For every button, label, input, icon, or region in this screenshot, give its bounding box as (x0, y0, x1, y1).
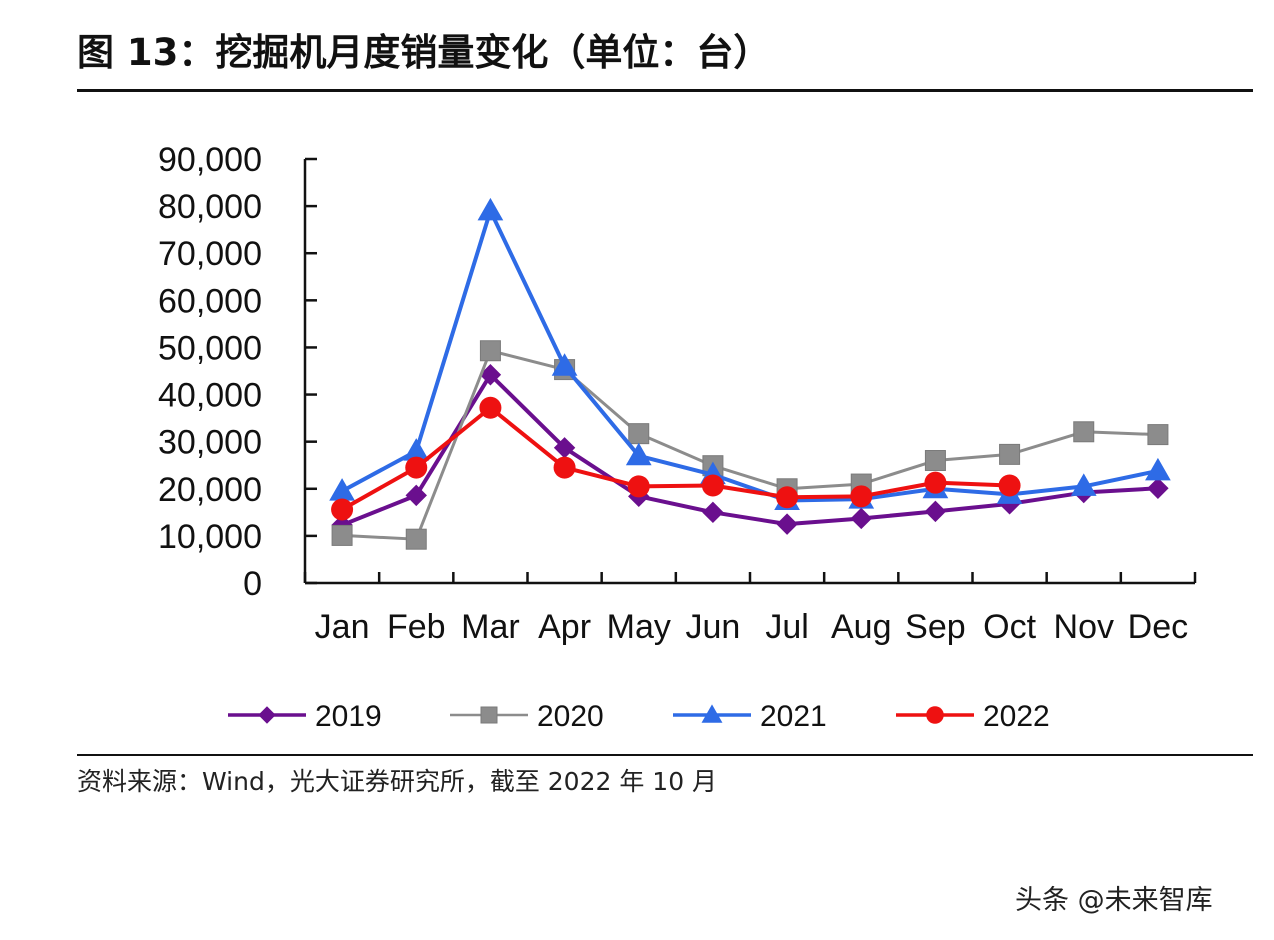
chart-title: 图 13：挖掘机月度销量变化（单位：台） (77, 31, 771, 74)
legend-marker-circle-icon (926, 706, 944, 724)
title-divider (77, 89, 1253, 92)
legend-item-2019: 2019 (228, 700, 382, 733)
data-point-2022 (924, 471, 947, 494)
data-point-2019 (702, 501, 724, 524)
legend-label: 2021 (760, 700, 827, 733)
y-tick-label: 10,000 (158, 518, 262, 556)
series-line-2021 (341, 208, 1159, 503)
series-line-2019 (341, 372, 1159, 527)
data-point-2019 (850, 507, 872, 530)
data-point-2022 (553, 456, 576, 479)
line-chart: 0 10,000 20,000 30,000 40,000 50,000 60,000 70,… (158, 141, 1197, 733)
data-point-2021 (1145, 457, 1171, 481)
legend-marker-diamond-icon (258, 706, 276, 724)
y-tick-label: 50,000 (158, 329, 262, 367)
data-point-2022 (701, 474, 724, 497)
y-tick-label: 90,000 (158, 141, 262, 179)
series-layer (329, 197, 1171, 550)
series-2019 (331, 364, 1169, 536)
x-tick-label: Feb (387, 608, 446, 646)
legend-label: 2019 (315, 700, 382, 733)
axes: 0 10,000 20,000 30,000 40,000 50,000 60,000 70,… (158, 141, 1197, 646)
y-tick-label: 0 (243, 565, 262, 603)
y-tick-label: 30,000 (158, 424, 262, 462)
series-2022 (331, 396, 1021, 521)
source-divider (77, 754, 1253, 756)
legend-marker-triangle-icon (701, 704, 723, 723)
x-tick-label: Jun (686, 608, 741, 646)
data-point-2022 (405, 456, 428, 479)
data-point-2021 (477, 197, 504, 221)
series-line-2020 (342, 349, 1158, 541)
legend-label: 2022 (983, 700, 1050, 733)
data-point-2020 (924, 450, 946, 472)
data-point-2020 (1147, 424, 1169, 446)
x-tick-label: Mar (461, 608, 520, 646)
data-point-2021 (1070, 473, 1097, 496)
data-point-2020 (331, 524, 353, 546)
data-point-2020 (479, 340, 501, 362)
x-tick-label: Sep (905, 608, 966, 646)
data-point-2022 (998, 474, 1021, 497)
data-point-2022 (331, 498, 354, 521)
data-point-2022 (776, 486, 799, 509)
y-tick-label: 20,000 (158, 471, 262, 509)
x-tick-label: Jul (765, 608, 808, 646)
data-point-2022 (627, 475, 650, 498)
legend-marker-square-icon (480, 706, 498, 724)
data-point-2022 (850, 485, 873, 508)
watermark: 头条 @未来智库 (1015, 885, 1213, 916)
x-tick-label: May (607, 608, 671, 646)
data-point-2020 (628, 423, 650, 445)
series-2021 (329, 197, 1171, 511)
data-point-2019 (1147, 477, 1169, 500)
data-point-2019 (776, 513, 798, 535)
x-tick-label: Jan (315, 608, 370, 646)
data-point-2020 (405, 528, 427, 550)
x-tick-label: Oct (983, 608, 1036, 646)
y-tick-label: 60,000 (158, 282, 262, 320)
legend-item-2021: 2021 (673, 700, 827, 733)
data-point-2019 (924, 500, 947, 523)
data-point-2021 (329, 478, 355, 501)
data-point-2019 (405, 484, 427, 507)
x-tick-label: Nov (1054, 608, 1114, 646)
data-point-2020 (1073, 421, 1095, 443)
y-tick-label: 70,000 (158, 235, 262, 273)
data-point-2022 (479, 396, 502, 419)
legend-item-2022: 2022 (896, 700, 1050, 733)
data-point-2021 (551, 353, 578, 376)
x-tick-label: Aug (831, 608, 892, 646)
legend: 2019 2020 2021 2022 (228, 700, 1050, 733)
x-tick-label: Apr (538, 608, 591, 646)
data-point-2020 (999, 443, 1021, 465)
y-tick-label: 80,000 (158, 188, 262, 226)
source-note: 资料来源：Wind，光大证券研究所，截至 2022 年 10 月 (77, 767, 718, 796)
data-point-2021 (625, 442, 652, 466)
y-tick-label: 40,000 (158, 377, 262, 415)
x-tick-label: Dec (1128, 608, 1188, 646)
legend-item-2020: 2020 (450, 700, 604, 733)
series-line-2022 (341, 405, 1010, 512)
legend-label: 2020 (537, 700, 604, 733)
